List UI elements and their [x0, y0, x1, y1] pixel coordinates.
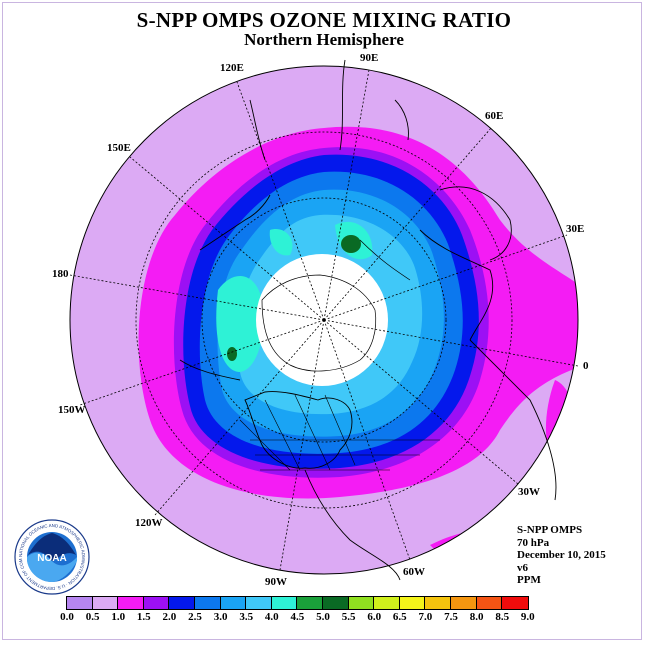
- longitude-label: 180: [52, 268, 69, 280]
- colorbar-swatch: [322, 597, 349, 609]
- colorbar-tick-label: 1.5: [136, 611, 151, 623]
- map-subtitle: Northern Hemisphere: [244, 30, 404, 49]
- longitude-label: 60W: [403, 566, 425, 578]
- colorbar-swatch: [399, 597, 426, 609]
- colorbar-swatch: [374, 597, 400, 609]
- colorbar-tick-label: 5.5: [341, 611, 356, 623]
- longitude-label: 90W: [265, 576, 287, 588]
- graticule: [69, 69, 579, 571]
- colorbar-tick-label: 8.0: [469, 611, 484, 623]
- colorbar-swatch: [118, 597, 144, 609]
- colorbar-tick-label: 2.5: [188, 611, 202, 623]
- map-title: S-NPP OMPS OZONE MIXING RATIO: [136, 8, 512, 32]
- longitude-label: 150E: [107, 142, 131, 154]
- colorbar-tick-label: 6.0: [367, 611, 382, 623]
- colorbar-tick-label: 8.5: [495, 611, 510, 623]
- colorbar-swatch: [92, 597, 119, 609]
- figure-frame: [2, 2, 642, 640]
- colorbar-swatch: [502, 597, 528, 609]
- longitude-label: 120W: [135, 517, 163, 529]
- colorbar-swatch: [450, 597, 477, 609]
- colorbar-swatch: [476, 597, 503, 609]
- product-units: PPM: [517, 574, 541, 586]
- noaa-logo: NOAA NATIONAL OCEANIC AND ATMOSPHERIC AD…: [14, 519, 90, 595]
- longitude-label: 120E: [220, 62, 244, 74]
- colorbar-tick-label: 1.0: [111, 611, 126, 623]
- colorbar-swatch: [297, 597, 323, 609]
- colorbar-swatch: [425, 597, 451, 609]
- colorbar-tick-label: 3.0: [213, 611, 228, 623]
- ozone-band-4-0-to-4-5: [216, 276, 264, 372]
- map-boundary: [69, 65, 579, 575]
- colorbar-swatch: [246, 597, 272, 609]
- longitude-label: 0: [583, 360, 589, 372]
- colorbar-tick-label: 4.5: [290, 611, 305, 623]
- colorbar-tick-label: 7.0: [418, 611, 433, 623]
- colorbar-tick-label: 9.0: [520, 611, 535, 623]
- colorbar-swatch: [143, 597, 170, 609]
- colorbar-tick-label: 5.0: [316, 611, 330, 623]
- colorbar-swatch: [220, 597, 247, 609]
- ozone-band-5-0-to-5-5: [227, 347, 237, 361]
- ozone-band-5-0-to-5-5: [341, 235, 361, 253]
- ozone-band-4-0-to-4-5: [269, 229, 293, 256]
- colorbar-swatch: [67, 597, 93, 609]
- colorbar-swatch: [169, 597, 195, 609]
- colorbar-tick-label: 0.5: [85, 611, 100, 623]
- colorbar-tick-label: 6.5: [392, 611, 407, 623]
- product-info: S-NPP OMPS 70 hPa December 10, 2015 v6 P…: [517, 524, 606, 587]
- longitude-label: 30E: [566, 223, 585, 235]
- colorbar-tick-label: 2.0: [162, 611, 177, 623]
- logo-wordmark: NOAA: [37, 553, 66, 564]
- colorbar-swatch: [194, 597, 221, 609]
- longitude-label: 150W: [58, 404, 86, 416]
- product-version: v6: [517, 561, 528, 574]
- colorbar-tick-label: 0.0: [60, 611, 74, 623]
- product-name: S-NPP OMPS: [517, 524, 583, 536]
- colorbar-swatch: [348, 597, 375, 609]
- longitude-label: 60E: [485, 110, 504, 122]
- colorbar-swatch: [271, 597, 298, 609]
- colorbar-tick-label: 4.0: [264, 611, 279, 623]
- longitude-label: 30W: [518, 486, 540, 498]
- colorbar-tick-label: 7.5: [444, 611, 458, 623]
- longitude-label: 90E: [360, 52, 379, 64]
- colorbar: [66, 596, 529, 610]
- pressure-level: 70 hPa: [517, 536, 550, 549]
- colorbar-tick-label: 3.5: [239, 611, 254, 623]
- product-date: December 10, 2015: [517, 549, 606, 561]
- coastlines: [179, 59, 557, 581]
- colorbar-ticks: 0.0 0.5 1.0 1.5 2.0 2.5 3.0 3.5 4.0 4.5 5.0 5.5 6.0 6…: [60, 611, 586, 625]
